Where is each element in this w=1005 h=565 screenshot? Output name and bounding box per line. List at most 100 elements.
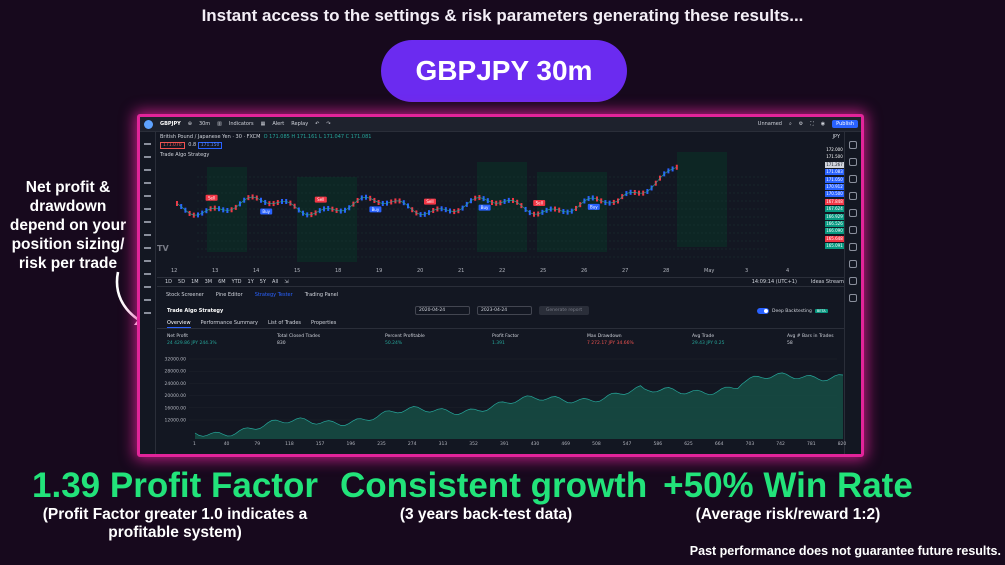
trade-marker-box [587, 203, 600, 210]
date-from-field[interactable]: 2020-04-24 [415, 306, 470, 315]
toggle-switch[interactable] [757, 308, 769, 314]
sell-button[interactable]: 171.070 [160, 142, 185, 149]
currency-label[interactable]: JPY [832, 134, 840, 140]
tab-stock-screener[interactable]: Stock Screener [166, 292, 204, 298]
deep-backtesting-toggle[interactable]: Deep Backtesting BETA [757, 308, 828, 314]
tv-watermark-logo: TV [157, 244, 169, 253]
ideas-stream-label[interactable]: Ideas Stream [810, 279, 844, 285]
metric-label: Net Profit [167, 334, 189, 339]
chat-icon[interactable] [849, 260, 857, 268]
templates-icon[interactable]: ▦ [260, 121, 266, 127]
avatar[interactable] [144, 119, 153, 129]
magnet-icon[interactable] [144, 273, 151, 275]
add-symbol-icon[interactable]: ⊕ [187, 121, 192, 127]
trade-marker-box [260, 208, 273, 215]
replay-button[interactable]: Replay [291, 121, 309, 127]
camera-icon[interactable]: ◉ [820, 121, 826, 127]
equity-y-label: 16000.00 [165, 405, 187, 411]
price-axis-label: 166.526 [825, 221, 844, 227]
redo-icon[interactable]: ↷ [326, 121, 331, 127]
equity-x-label: 40 [223, 442, 230, 447]
time-axis-label: 19 [376, 268, 383, 274]
tab-pine-editor[interactable]: Pine Editor [215, 292, 243, 298]
ideas-icon[interactable] [849, 226, 857, 234]
shapes-icon[interactable] [144, 234, 151, 236]
chart-legend: British Pound / Japanese Yen · 30 · FXCM… [160, 134, 371, 140]
tab-properties[interactable]: Properties [311, 320, 337, 326]
fullscreen-icon[interactable]: ⛶ [810, 121, 814, 127]
tab-strategy-tester[interactable]: Strategy Tester [254, 292, 293, 298]
range-5y[interactable]: 5Y [259, 279, 267, 285]
fib-icon[interactable] [144, 169, 151, 171]
calendar-icon[interactable] [849, 209, 857, 217]
trash-icon[interactable] [144, 312, 151, 314]
tab-performance-summary[interactable]: Performance Summary [200, 320, 258, 326]
time-axis-label: 14 [253, 268, 260, 274]
date-to-field[interactable]: 2023-04-24 [477, 306, 532, 315]
streams-icon[interactable] [849, 243, 857, 251]
tab-list-of-trades[interactable]: List of Trades [267, 320, 302, 326]
generate-report-button[interactable]: Generate report [539, 306, 589, 315]
range-6m[interactable]: 6M [218, 279, 226, 285]
strategy-metrics: Net Profit 24 429.86 JPY 244.3% Total Clos… [157, 334, 844, 350]
gear-icon[interactable]: ⚙ [798, 121, 804, 127]
equity-x-label: 781 [807, 442, 816, 447]
price-chart[interactable]: British Pound / Japanese Yen · 30 · FXCM… [157, 132, 844, 267]
price-axis-label: 170.912 [825, 184, 844, 190]
order-panel-icon[interactable] [849, 294, 857, 302]
range-1m[interactable]: 1M [191, 279, 199, 285]
equity-x-label: 820 [837, 442, 847, 447]
metric: Profit Factor 1.391 [492, 334, 519, 346]
pattern-icon[interactable] [144, 208, 151, 210]
range-all[interactable]: All [272, 279, 279, 285]
undo-icon[interactable]: ↶ [315, 121, 320, 127]
time-axis[interactable]: 12 13 14 15 18 19 20 21 22 25 26 27 28 May 3 4 [157, 267, 827, 276]
equity-x-label: 391 [500, 442, 509, 447]
alert-button[interactable]: Alert [272, 121, 285, 127]
goto-date-icon[interactable]: ⇲ [284, 279, 289, 285]
equity-x-label: 79 [254, 442, 261, 447]
lock-icon[interactable] [144, 286, 151, 288]
range-ytd[interactable]: YTD [231, 279, 242, 285]
range-1d[interactable]: 1D [165, 279, 173, 285]
layout-name[interactable]: Unnamed [757, 121, 782, 127]
eye-icon[interactable] [144, 299, 151, 301]
tab-trading-panel[interactable]: Trading Panel [304, 292, 339, 298]
ruler-icon[interactable] [144, 247, 151, 249]
equity-x-label: 703 [745, 442, 755, 447]
hotlist-icon[interactable] [849, 192, 857, 200]
range-3m[interactable]: 3M [204, 279, 213, 285]
range-5d[interactable]: 5D [178, 279, 186, 285]
symbol-search-button[interactable]: GBPJPY [160, 121, 181, 127]
publish-button[interactable]: Publish [832, 120, 858, 128]
buy-button[interactable]: 171.150 [197, 142, 223, 149]
brush-icon[interactable] [144, 182, 151, 184]
data-window-icon[interactable] [849, 175, 857, 183]
price-axis[interactable]: 172.000 171.500 171.267 171.083 171.050 170.9… [825, 147, 844, 260]
crosshair-icon[interactable] [144, 143, 151, 145]
tab-overview[interactable]: Overview [167, 320, 191, 328]
alerts-icon[interactable] [849, 158, 857, 166]
strategy-legend-name: Trade Algo Strategy [160, 152, 210, 158]
trade-marker: Buy [587, 203, 600, 210]
strategy-legend[interactable]: Trade Algo Strategy [160, 152, 209, 158]
claim-subtitle: (3 years back-test data) [399, 506, 573, 523]
clock[interactable]: 14:09:14 (UTC+1) [751, 279, 797, 285]
claim-title: +50% Win Rate [663, 466, 913, 505]
range-1y[interactable]: 1Y [247, 279, 254, 285]
interval-button[interactable]: 30m [198, 121, 211, 127]
search-icon[interactable]: ⌕ [788, 121, 792, 127]
zoom-icon[interactable] [144, 260, 151, 262]
equity-x-label: 352 [469, 442, 478, 447]
trendline-icon[interactable] [144, 156, 151, 158]
candles-icon[interactable]: ▥ [217, 121, 222, 127]
notifications-icon[interactable] [849, 277, 857, 285]
text-icon[interactable] [144, 195, 151, 197]
watchlist-icon[interactable] [849, 141, 857, 149]
strategy-name[interactable]: Trade Algo Strategy [167, 308, 224, 314]
forecast-icon[interactable] [144, 221, 151, 223]
tradingview-screenshot: GBPJPY ⊕ 30m ▥ Indicators ▦ Alert Replay… [137, 114, 864, 457]
indicators-button[interactable]: Indicators [228, 121, 254, 127]
equity-x-label: 625 [684, 442, 693, 447]
equity-y-label: 20000.00 [165, 393, 187, 399]
